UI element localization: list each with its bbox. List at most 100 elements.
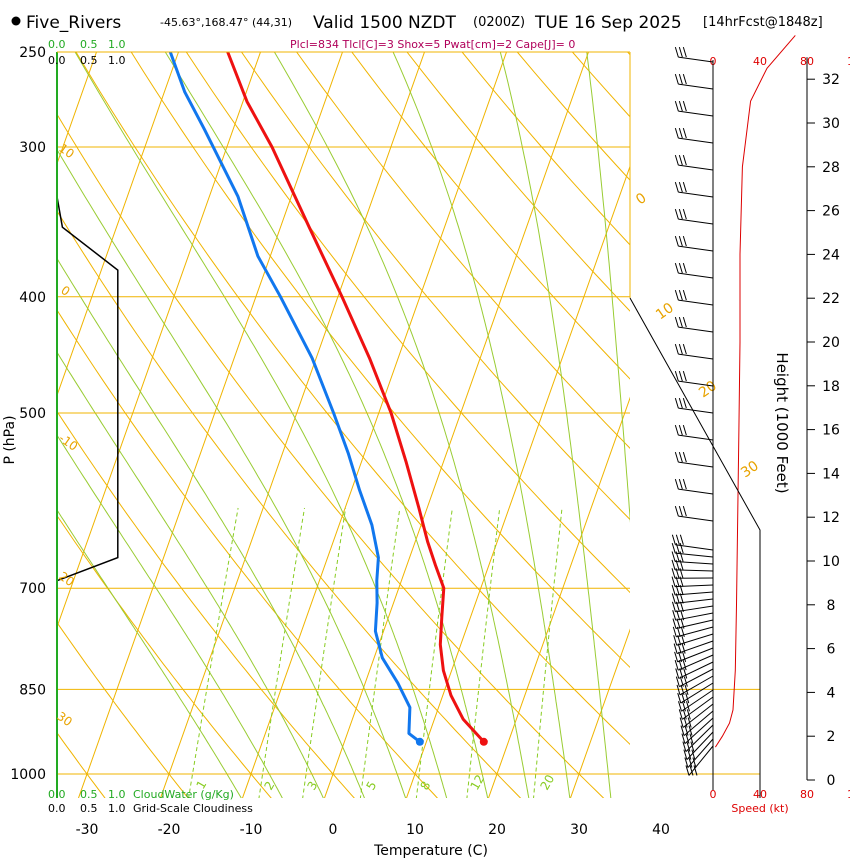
wind-barb-staff [676, 640, 714, 655]
dry-adiabat-line [57, 113, 605, 798]
sounding-profiles [56, 51, 488, 746]
wind-barb-flag [674, 127, 679, 139]
wind-barb-flag [674, 262, 679, 274]
isotherm-label: 10 [653, 300, 677, 323]
isotherm-line [57, 52, 262, 629]
wind-barb-flag [671, 593, 676, 604]
wind-barb-staff [675, 584, 714, 588]
wind-barb-flag [675, 568, 680, 579]
pressure-tick-label: 500 [19, 406, 46, 422]
dry-adiabat-line [663, 31, 850, 800]
surface-temperature-marker [479, 737, 488, 746]
wind-barb-flag [682, 370, 687, 382]
wind-barb-flag [682, 478, 687, 490]
wind-barb-flag [693, 765, 698, 776]
station-dot-icon [11, 16, 21, 26]
dewpoint-profile-line [168, 51, 421, 743]
wind-barb-flag [679, 559, 684, 571]
wind-barb-flag [682, 181, 687, 193]
wind-barb-staff [688, 745, 714, 776]
wind-barb-flag [674, 478, 679, 490]
wind-barb-flag [674, 660, 679, 671]
moist-adiabat-line [57, 351, 324, 798]
height-tick-label: 20 [822, 335, 840, 351]
wind-barb-flag [682, 343, 687, 355]
dry-adiabat-line [185, 52, 630, 594]
wind-barb-flag [679, 717, 684, 728]
wind-barb-flag [682, 154, 687, 166]
wind-barb-staff [675, 544, 714, 551]
wind-barb-flag [678, 651, 683, 663]
wind-barb-flag [678, 208, 683, 220]
wind-barb-flag [680, 684, 685, 696]
wind-barb-flag [677, 692, 682, 704]
station-name: Five_Rivers [26, 13, 121, 33]
wind-barb-flag [678, 262, 683, 274]
wind-barb-staff [678, 461, 714, 468]
dry-adiabat-line [351, 52, 630, 380]
height-tick-label: 22 [822, 291, 840, 307]
wind-barb-flag [687, 717, 692, 728]
wind-barb-flag [682, 451, 687, 463]
wind-barb-flag [672, 610, 677, 621]
isotherm-line [159, 52, 426, 798]
wind-barb-flag [682, 208, 687, 220]
cloudwater-tick-bottom-1: 0.5 [80, 788, 98, 801]
moist-adiabat-line [273, 52, 530, 798]
wind-barb-flag [674, 505, 679, 517]
isotherm-line [57, 52, 180, 397]
wind-barb-flag [691, 749, 696, 760]
wind-barb-flag [685, 765, 690, 776]
moist-adiabat-line [57, 148, 407, 798]
wind-barb-flag [675, 542, 680, 554]
dry-adiabat-line [57, 731, 106, 798]
wind-barb-flag [674, 397, 679, 409]
isotherm-line [816, 31, 850, 800]
wind-barb-flag [678, 289, 683, 301]
wind-barb-flag [678, 181, 683, 193]
wind-barb-staff [675, 612, 714, 621]
wind-barb-flag [675, 593, 680, 604]
wind-barb-flag [684, 684, 689, 696]
wind-barb-flag [684, 757, 689, 768]
isotherm-line [652, 31, 850, 800]
wind-barb-flag [678, 316, 683, 328]
wind-barb-flag [674, 181, 679, 193]
wind-barb-flag [671, 551, 676, 562]
wind-barb-flag [688, 725, 693, 736]
wind-barb-flag [679, 601, 684, 612]
dry-adiabat-label: 20 [56, 569, 77, 589]
wind-barb-flag [678, 46, 683, 58]
wind-barb-flag [679, 668, 684, 679]
isotherm-line [241, 52, 508, 798]
mixing-ratio-label: 20 [537, 772, 557, 792]
wind-barb-flag [675, 551, 680, 562]
pressure-tick-label: 850 [19, 682, 46, 698]
side-panel: 0246810121416182022242628303200404080801… [629, 35, 850, 801]
wind-barb-flag [674, 100, 679, 112]
mixing-ratio-line [533, 507, 563, 798]
wind-barb-flag [672, 626, 677, 638]
wind-barb-flag [679, 551, 684, 562]
mixing-ratio-line [415, 507, 453, 798]
wind-barb-flag [674, 316, 679, 328]
wind-barb-flag [679, 676, 684, 687]
height-tick-label: 4 [827, 685, 836, 701]
wind-barb-flag [678, 709, 683, 720]
wind-barb-staff [677, 647, 714, 663]
dry-adiabat-line [57, 410, 355, 798]
cloudwater-label: CloudWater (g/Kg) [133, 788, 234, 801]
wind-barb-staff [686, 731, 714, 760]
wind-barb-staff [678, 380, 714, 387]
y-axis-label: P (hPa) [2, 415, 18, 464]
isotherm-label: 0 [633, 190, 649, 208]
wind-barb-flag [671, 601, 676, 612]
x-axis-label: Temperature (C) [373, 843, 488, 859]
wind-barb-flag [680, 725, 685, 736]
wind-barb-flag [682, 709, 687, 720]
wind-barb-staff [678, 434, 714, 441]
wind-barb-flag [678, 154, 683, 166]
wind-barb-staff [678, 515, 714, 522]
forecast-date: TUE 16 Sep 2025 [534, 13, 682, 33]
wind-barb-flag [682, 651, 687, 663]
